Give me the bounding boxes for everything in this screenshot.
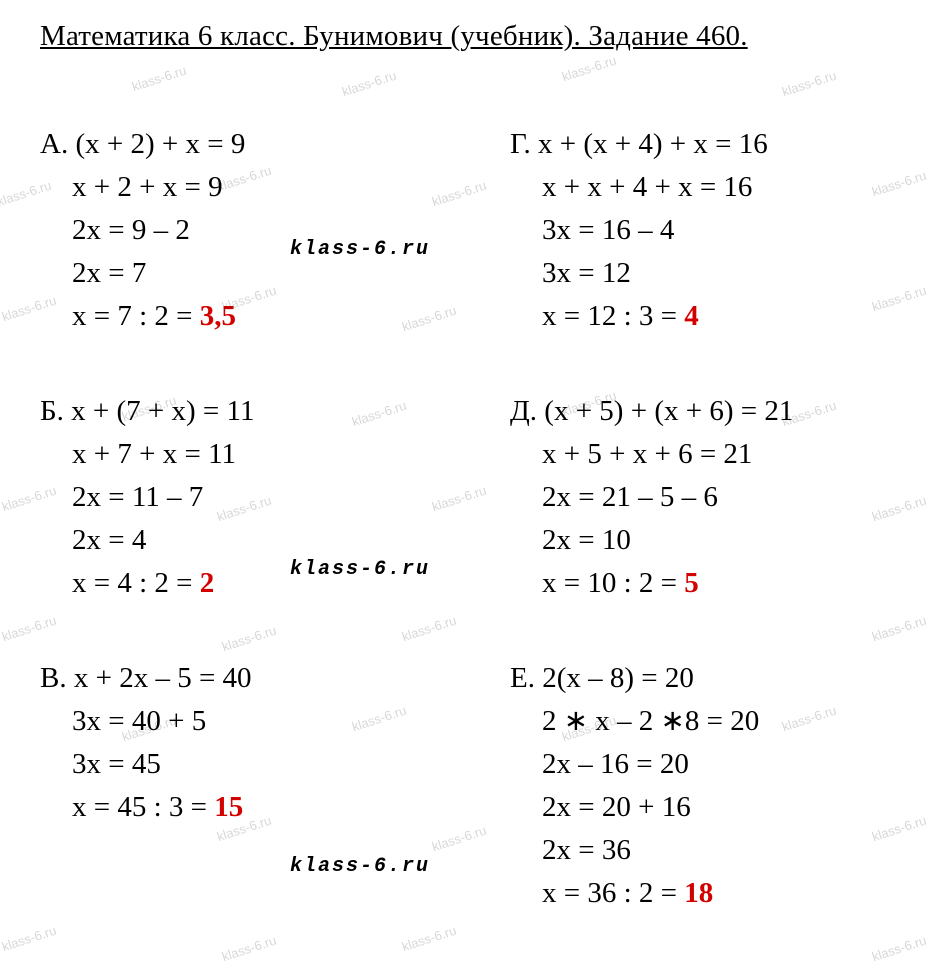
equation-line: 2x = 7 [40, 252, 510, 295]
equation-line: Г. x + (x + 4) + x = 16 [510, 123, 921, 166]
equation-text: 2x – 16 = 20 [510, 743, 689, 786]
column-right: Г. x + (x + 4) + x = 16x + x + 4 + x = 1… [510, 123, 921, 967]
equation-text: x = 36 : 2 = 18 [510, 872, 713, 915]
problem: Б. x + (7 + x) = 11x + 7 + x = 112x = 11… [40, 390, 510, 605]
equation-text: x + 5 + x + 6 = 21 [510, 433, 752, 476]
problem: А. (x + 2) + x = 9x + 2 + x = 92x = 9 – … [40, 123, 510, 338]
answer: 5 [684, 567, 699, 599]
equation-text: x = 4 : 2 = 2 [40, 562, 214, 605]
equation-text: 3x = 12 [510, 252, 631, 295]
equation-line: 2x – 16 = 20 [510, 743, 921, 786]
answer: 15 [214, 791, 243, 823]
equation-line: 3x = 40 + 5 [40, 700, 510, 743]
problem-label: Д. [510, 395, 544, 427]
equation-line: А. (x + 2) + x = 9 [40, 123, 510, 166]
equation-text: x + 2x – 5 = 40 [74, 662, 252, 694]
equation-text: 2x = 9 – 2 [40, 209, 190, 252]
equation-text: (x + 2) + x = 9 [75, 128, 245, 160]
answer: 4 [684, 300, 699, 332]
equation-text: x + x + 4 + x = 16 [510, 166, 752, 209]
equation-line: x + 2 + x = 9 [40, 166, 510, 209]
equation-line: В. x + 2x – 5 = 40 [40, 657, 510, 700]
equation-text: 2x = 21 – 5 – 6 [510, 476, 718, 519]
equation-line: 3x = 12 [510, 252, 921, 295]
equation-line: Д. (x + 5) + (x + 6) = 21 [510, 390, 921, 433]
column-left: А. (x + 2) + x = 9x + 2 + x = 92x = 9 – … [40, 123, 510, 967]
equation-line: x + 7 + x = 11 [40, 433, 510, 476]
equation-text: x + 7 + x = 11 [40, 433, 236, 476]
equation-line: 3x = 45 [40, 743, 510, 786]
columns: А. (x + 2) + x = 9x + 2 + x = 92x = 9 – … [40, 123, 921, 967]
equation-line: 2x = 21 – 5 – 6 [510, 476, 921, 519]
equation-line: 2x = 4 [40, 519, 510, 562]
equation-line: 2x = 36 [510, 829, 921, 872]
equation-text: x = 7 : 2 = 3,5 [40, 295, 236, 338]
problem: Е. 2(x – 8) = 202 ∗ x – 2 ∗8 = 202x – 16… [510, 657, 921, 915]
equation-line: x + x + 4 + x = 16 [510, 166, 921, 209]
problem: Г. x + (x + 4) + x = 16x + x + 4 + x = 1… [510, 123, 921, 338]
equation-text: 2x = 36 [510, 829, 631, 872]
equation-line: x = 7 : 2 = 3,5 [40, 295, 510, 338]
equation-text: 2x = 10 [510, 519, 631, 562]
page-title: Математика 6 класс. Бунимович (учебник).… [40, 20, 921, 53]
equation-line: x + 5 + x + 6 = 21 [510, 433, 921, 476]
problem-label: А. [40, 128, 75, 160]
problem-label: Г. [510, 128, 538, 160]
answer: 18 [684, 877, 713, 909]
equation-text: x = 45 : 3 = 15 [40, 786, 243, 829]
equation-line: x = 12 : 3 = 4 [510, 295, 921, 338]
equation-text: x = 10 : 2 = 5 [510, 562, 699, 605]
problem-label: В. [40, 662, 74, 694]
answer: 2 [200, 567, 215, 599]
equation-text: 3x = 16 – 4 [510, 209, 674, 252]
equation-line: Б. x + (7 + x) = 11 [40, 390, 510, 433]
equation-text: x + 2 + x = 9 [40, 166, 223, 209]
problem-label: Б. [40, 395, 71, 427]
equation-line: Е. 2(x – 8) = 20 [510, 657, 921, 700]
equation-text: x + (7 + x) = 11 [71, 395, 254, 427]
answer: 3,5 [200, 300, 236, 332]
equation-line: 2x = 11 – 7 [40, 476, 510, 519]
equation-line: 2x = 10 [510, 519, 921, 562]
page: Математика 6 класс. Бунимович (учебник).… [0, 0, 951, 979]
equation-text: x = 12 : 3 = 4 [510, 295, 699, 338]
equation-text: 2x = 7 [40, 252, 146, 295]
equation-line: x = 36 : 2 = 18 [510, 872, 921, 915]
problem: Д. (x + 5) + (x + 6) = 21x + 5 + x + 6 =… [510, 390, 921, 605]
equation-text: 2 ∗ x – 2 ∗8 = 20 [510, 700, 759, 743]
problem: В. x + 2x – 5 = 403x = 40 + 53x = 45x = … [40, 657, 510, 829]
equation-text: (x + 5) + (x + 6) = 21 [544, 395, 793, 427]
equation-text: 3x = 45 [40, 743, 161, 786]
equation-text: 2x = 4 [40, 519, 146, 562]
equation-text: 2x = 11 – 7 [40, 476, 203, 519]
equation-line: 2x = 9 – 2 [40, 209, 510, 252]
equation-line: 3x = 16 – 4 [510, 209, 921, 252]
equation-line: 2x = 20 + 16 [510, 786, 921, 829]
equation-text: 2(x – 8) = 20 [542, 662, 694, 694]
equation-line: x = 10 : 2 = 5 [510, 562, 921, 605]
equation-line: 2 ∗ x – 2 ∗8 = 20 [510, 700, 921, 743]
equation-text: 2x = 20 + 16 [510, 786, 691, 829]
equation-line: x = 45 : 3 = 15 [40, 786, 510, 829]
equation-text: 3x = 40 + 5 [40, 700, 206, 743]
equation-text: x + (x + 4) + x = 16 [538, 128, 768, 160]
problem-label: Е. [510, 662, 542, 694]
equation-line: x = 4 : 2 = 2 [40, 562, 510, 605]
